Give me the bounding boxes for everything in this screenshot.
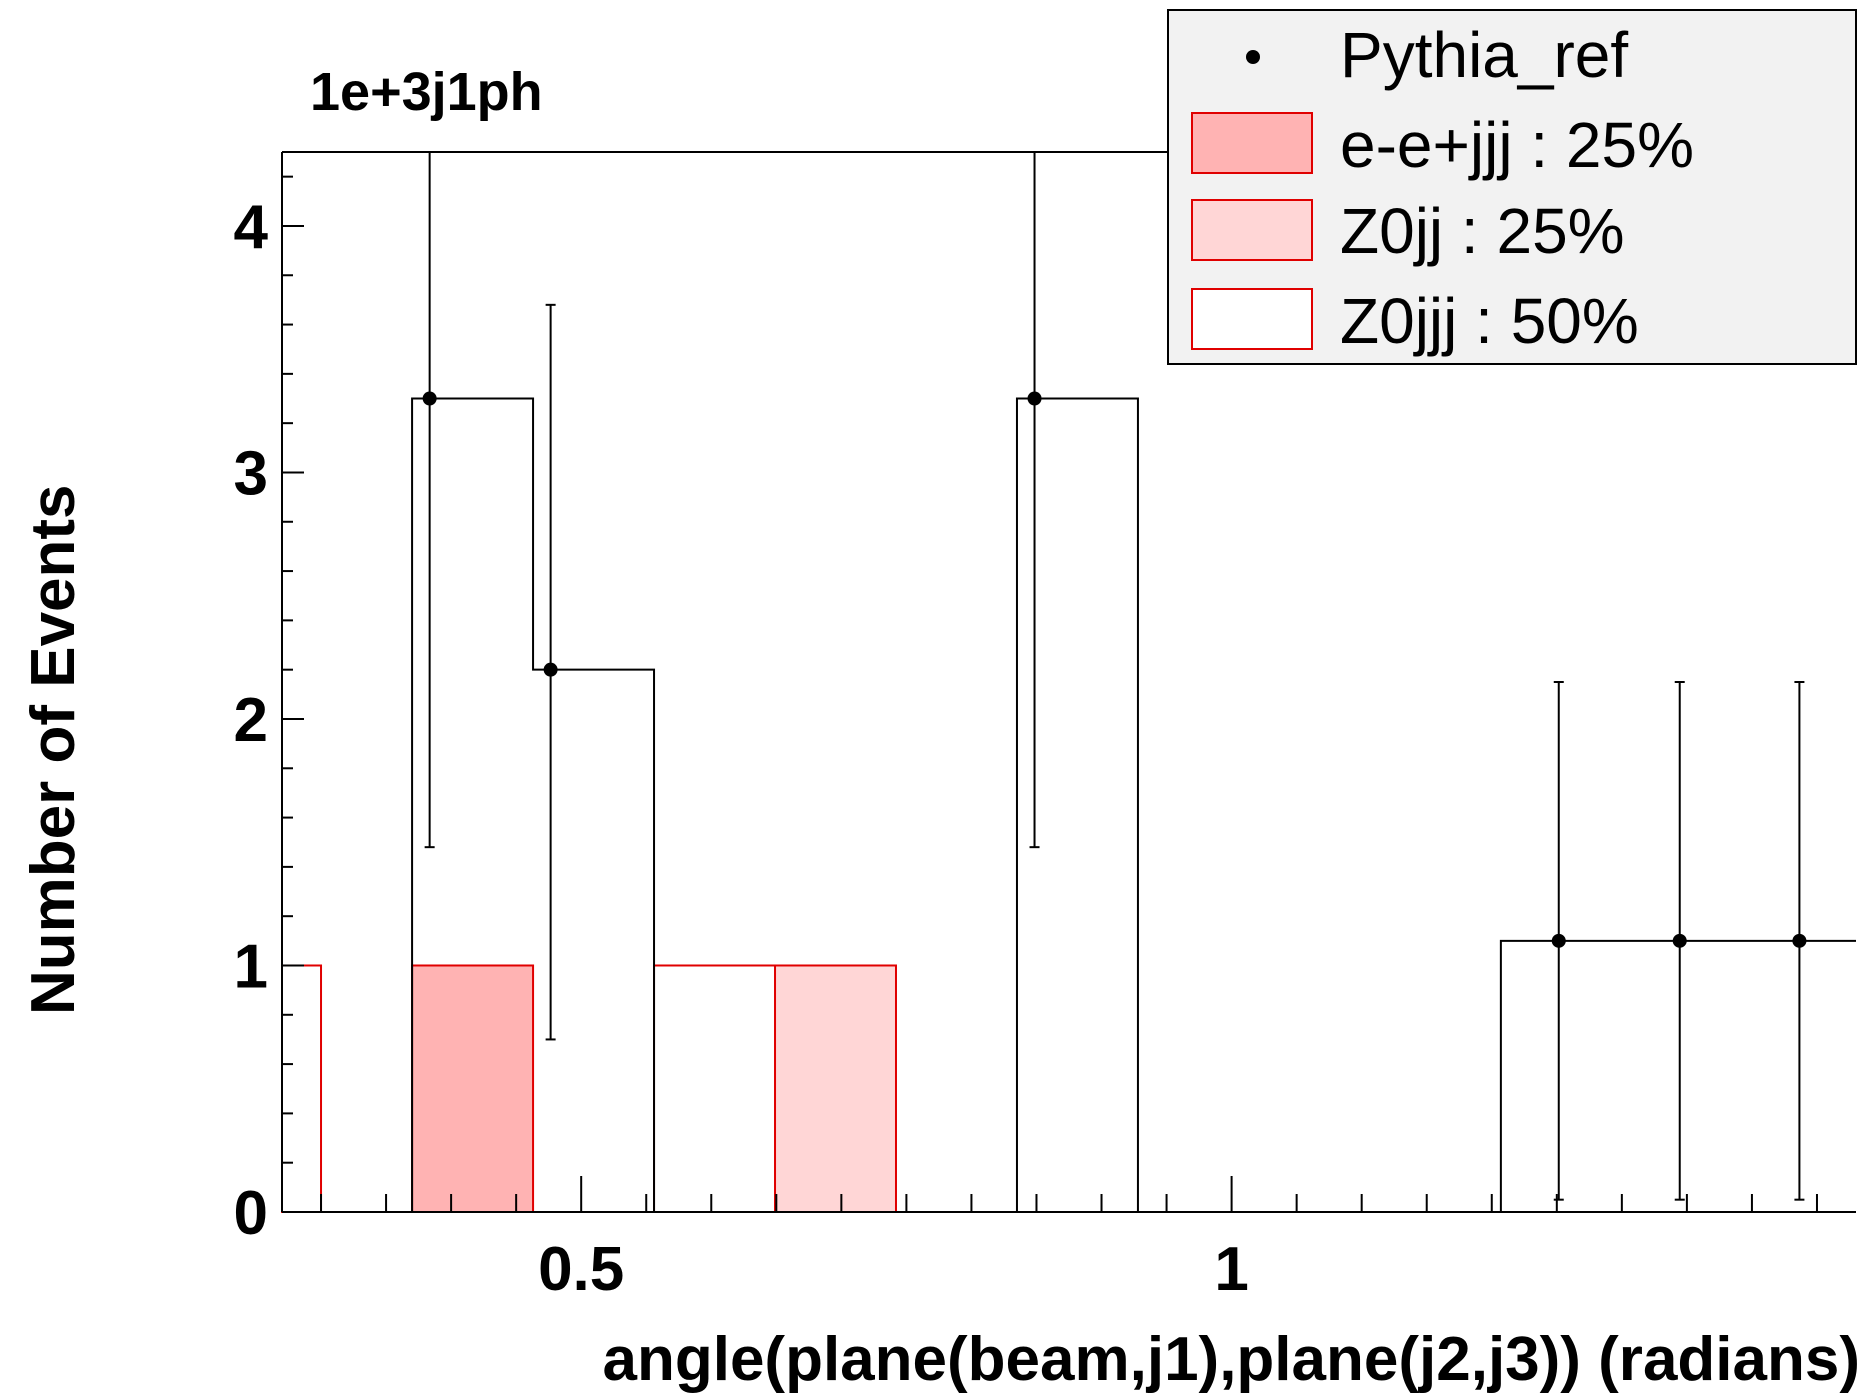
y-tick-label: 2 xyxy=(234,686,268,755)
legend-swatch-z0jj xyxy=(1191,199,1313,261)
y-tick-label: 0 xyxy=(234,1179,268,1248)
pythia-point xyxy=(1672,933,1687,948)
y-tick-label: 3 xyxy=(234,439,268,508)
bar-2-4 xyxy=(653,964,777,1213)
y-axis-title: Number of Events xyxy=(19,484,88,1015)
legend-label-z0jjj: Z0jjj : 50% xyxy=(1340,285,1639,357)
bar-2-0 xyxy=(281,964,323,1213)
legend-swatch-z0jjj xyxy=(1191,288,1313,350)
bar-1-5 xyxy=(774,964,897,1213)
pythia-point xyxy=(422,391,437,406)
axis-ticks: 0 1 2 3 4 0.5 1 xyxy=(234,175,1818,1304)
legend-label-z0jj: Z0jj : 25% xyxy=(1340,195,1625,267)
legend-label-eejjj: e-e+jjj : 25% xyxy=(1340,109,1694,181)
legend-box xyxy=(1167,9,1857,365)
pythia-points-layer xyxy=(422,151,1807,1201)
bar-0-2 xyxy=(411,964,535,1213)
pythia-point xyxy=(543,662,558,677)
legend-label-pythia: Pythia_ref xyxy=(1340,19,1628,91)
pythia-point xyxy=(1027,391,1042,406)
pythia-point xyxy=(1792,933,1807,948)
x-tick-label: 0.5 xyxy=(538,1235,624,1304)
mc-bars-layer xyxy=(281,964,897,1213)
legend-marker-pythia xyxy=(1246,50,1260,64)
plot-title: 1e+3j1ph xyxy=(310,62,543,122)
y-tick-label: 1 xyxy=(234,932,268,1001)
y-tick-label: 4 xyxy=(234,193,269,262)
x-tick-label: 1 xyxy=(1214,1235,1248,1304)
legend: Pythia_ref e-e+jjj : 25% Z0jj : 25% Z0jj… xyxy=(1167,9,1857,365)
legend-swatch-eejjj xyxy=(1191,112,1313,174)
x-axis-title: angle(plane(beam,j1),plane(j2,j3)) (radi… xyxy=(603,1325,1861,1394)
pythia-point xyxy=(1551,933,1566,948)
